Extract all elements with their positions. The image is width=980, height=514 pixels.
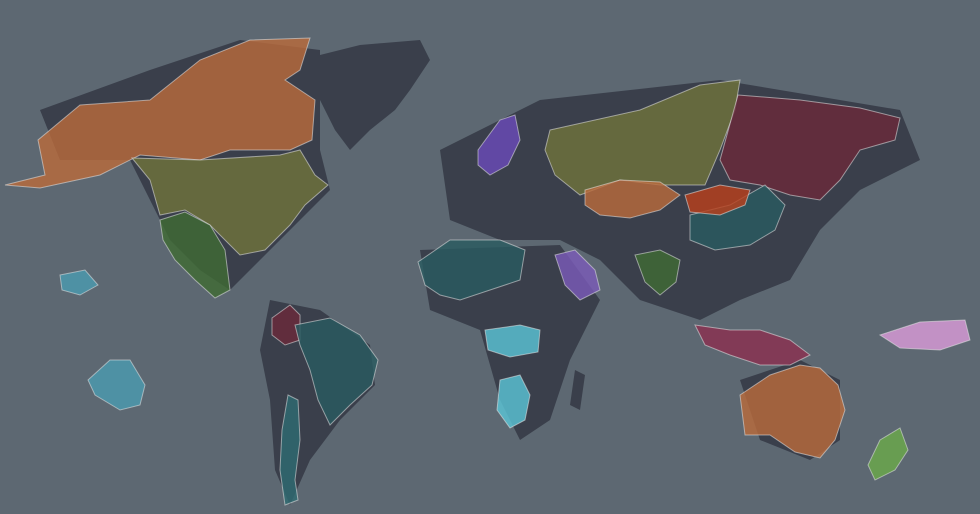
region-mongolia[interactable] (684, 184, 751, 216)
region-india[interactable] (634, 249, 681, 296)
region-hawaii[interactable] (59, 269, 99, 296)
region-central-africa[interactable] (484, 324, 541, 358)
region-scandinavia[interactable] (477, 114, 521, 176)
madagascar (570, 370, 585, 410)
region-australia[interactable] (739, 364, 846, 459)
region-north-america-mid[interactable] (130, 149, 329, 256)
region-russia[interactable] (544, 79, 741, 196)
region-southern-africa[interactable] (496, 374, 531, 429)
region-polynesia[interactable] (87, 359, 146, 411)
greenland (300, 40, 430, 150)
region-central-asia[interactable] (584, 179, 681, 219)
region-indonesia[interactable] (694, 324, 811, 366)
region-north-africa[interactable] (417, 239, 526, 301)
region-mexico[interactable] (159, 211, 231, 299)
region-pacific-east[interactable] (878, 319, 971, 351)
regions (4, 37, 971, 506)
region-andes[interactable] (279, 394, 301, 506)
region-arabia[interactable] (554, 249, 601, 301)
region-new-zealand[interactable] (867, 427, 909, 481)
region-north-america-arctic[interactable] (4, 37, 316, 189)
region-brazil[interactable] (294, 317, 379, 426)
region-east-siberia[interactable] (719, 94, 901, 201)
